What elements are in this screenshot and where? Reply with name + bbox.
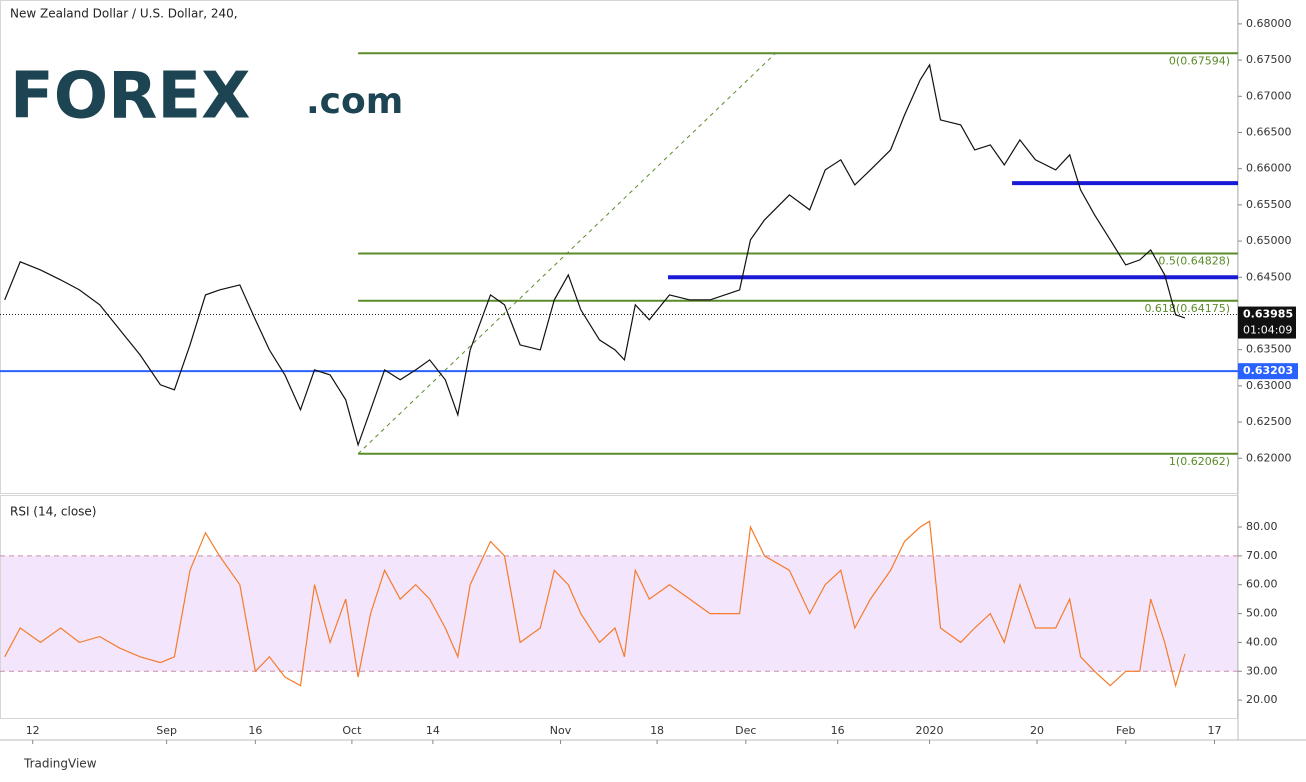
y-tick-label: 0.66500 bbox=[1246, 125, 1292, 138]
x-tick-label: Feb bbox=[1116, 724, 1135, 737]
y-tick-label: 20.00 bbox=[1246, 693, 1278, 706]
y-tick-label: 40.00 bbox=[1246, 635, 1278, 648]
rsi-title: RSI (14, close) bbox=[10, 505, 96, 519]
rsi-band bbox=[1, 555, 1237, 672]
x-tick-label: 20 bbox=[1030, 724, 1044, 737]
price-pane bbox=[0, 0, 1238, 494]
x-tick-label: Dec bbox=[735, 724, 756, 737]
logo-suffix: .com bbox=[306, 81, 403, 122]
footer: TradingView bbox=[23, 757, 97, 771]
y-tick-label: 0.62000 bbox=[1246, 451, 1292, 464]
fib-label: 0.618(0.64175) bbox=[1144, 302, 1230, 315]
trend-line bbox=[357, 52, 776, 455]
fib-label: 1(0.62062) bbox=[1169, 455, 1230, 468]
last-price-box bbox=[1238, 306, 1296, 339]
y-tick-label: 80.00 bbox=[1246, 520, 1278, 533]
support-price-label: 0.63203 bbox=[1243, 364, 1293, 377]
x-tick-label: 12 bbox=[26, 724, 40, 737]
fib-label: 0.5(0.64828) bbox=[1158, 255, 1230, 268]
timer-label: 01:04:09 bbox=[1243, 324, 1292, 337]
y-tick-label: 0.64500 bbox=[1246, 270, 1292, 283]
x-tick-label: Nov bbox=[550, 724, 572, 737]
x-tick-label: 14 bbox=[426, 724, 440, 737]
y-tick-label: 0.66000 bbox=[1246, 162, 1292, 175]
x-tick-label: Sep bbox=[156, 724, 177, 737]
series-line bbox=[4, 63, 1186, 447]
fib-label: 0(0.67594) bbox=[1169, 54, 1230, 67]
y-tick-label: 30.00 bbox=[1246, 664, 1278, 677]
x-tick-label: 16 bbox=[248, 724, 262, 737]
y-tick-label: 0.62500 bbox=[1246, 415, 1292, 428]
y-tick-label: 0.63500 bbox=[1246, 343, 1292, 356]
y-tick-label: 0.65500 bbox=[1246, 198, 1292, 211]
x-tick-label: 17 bbox=[1207, 724, 1221, 737]
y-tick-label: 0.67500 bbox=[1246, 53, 1292, 66]
y-tick-label: 0.65000 bbox=[1246, 234, 1292, 247]
x-tick-label: 2020 bbox=[916, 724, 944, 737]
series-line bbox=[4, 520, 1186, 688]
y-tick-label: 60.00 bbox=[1246, 578, 1278, 591]
y-tick-label: 0.67000 bbox=[1246, 89, 1292, 102]
last-price-label: 0.63985 bbox=[1243, 308, 1293, 321]
x-tick-label: 16 bbox=[831, 724, 845, 737]
x-tick-label: 18 bbox=[650, 724, 664, 737]
y-tick-label: 0.63000 bbox=[1246, 379, 1292, 392]
chart-title: New Zealand Dollar / U.S. Dollar, 240, bbox=[10, 7, 238, 21]
y-tick-label: 70.00 bbox=[1246, 549, 1278, 562]
x-tick-label: Oct bbox=[342, 724, 362, 737]
y-tick-label: 50.00 bbox=[1246, 607, 1278, 620]
y-tick-label: 0.68000 bbox=[1246, 17, 1292, 30]
logo: FOREX bbox=[10, 60, 250, 134]
support-price-box bbox=[1238, 363, 1298, 380]
